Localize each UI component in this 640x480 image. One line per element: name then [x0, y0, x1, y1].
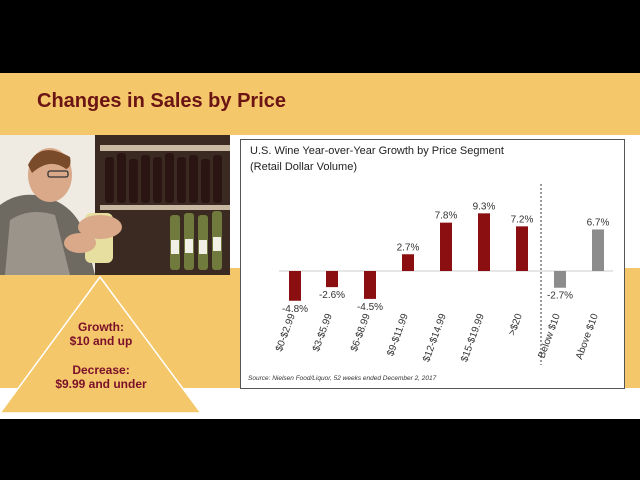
category-tick-label: $6-$8.99	[349, 312, 373, 353]
bar-data-label: 7.2%	[511, 214, 534, 225]
category-tick-label: >$20	[507, 312, 525, 337]
bar-data-label: -4.8%	[282, 304, 308, 315]
wine-shopper-photo	[0, 135, 230, 275]
bar	[592, 229, 604, 271]
bar-data-label: 7.8%	[435, 211, 458, 222]
growth-chart: U.S. Wine Year-over-Year Growth by Price…	[240, 139, 625, 389]
chart-subtitle: (Retail Dollar Volume)	[250, 161, 357, 173]
chart-source: Source: Nielsen Food/Liquor, 52 weeks en…	[248, 375, 437, 382]
wine-shopper-image	[0, 135, 230, 275]
decrease-heading: Decrease:	[72, 363, 130, 377]
title-band: Changes in Sales by Price	[0, 73, 640, 135]
growth-heading: Growth:	[78, 320, 124, 334]
bar	[478, 213, 490, 271]
category-tick-label: Above $10	[574, 312, 601, 361]
bar-data-label: 9.3%	[473, 201, 496, 212]
chart-plot: -4.8%$0-$2.99 -2.6% $3-$5.99 -4.5%$6-$8.99 2…	[274, 184, 613, 365]
page-title: Changes in Sales by Price	[37, 90, 286, 112]
growth-decrease-triangle: Growth: $10 and up Decrease: $9.99 and u…	[0, 273, 202, 415]
category-tick-label: Below $10	[537, 312, 563, 360]
bar-data-label: 2.7%	[397, 242, 420, 253]
category-tick-label: $15-$19.99	[459, 312, 487, 364]
bar-data-label: 6.7%	[587, 217, 610, 228]
bar	[326, 271, 338, 288]
chart-title: U.S. Wine Year-over-Year Growth by Price…	[250, 145, 504, 157]
growth-text: $10 and up	[69, 334, 133, 348]
bar	[516, 226, 528, 271]
category-tick-label: $9-$11.99	[385, 312, 411, 358]
category-tick-label: $12-$14.99	[421, 312, 449, 364]
category-tick-label: $3-$5.99	[311, 312, 335, 353]
decrease-text: $9.99 and under	[55, 377, 147, 391]
category-tick-label: $0-$2.99	[274, 312, 298, 353]
bar	[364, 271, 376, 299]
triangle-shape	[0, 275, 202, 414]
bar	[440, 222, 452, 271]
bar-data-label: -2.6%	[319, 290, 345, 301]
bar	[402, 254, 414, 271]
bar	[289, 271, 301, 301]
bar	[554, 271, 566, 288]
bar-data-label: -2.7%	[547, 291, 573, 302]
bar-data-label: -4.5%	[357, 302, 383, 313]
slide: Changes in Sales by Price	[0, 73, 640, 419]
